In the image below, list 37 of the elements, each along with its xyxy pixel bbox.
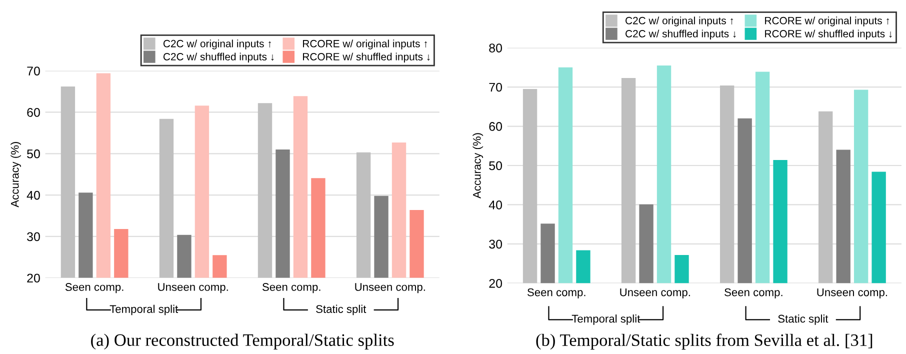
y-axis-title: Accuracy (%) — [10, 142, 21, 208]
text: (b) Temporal/Static splits from Sevilla et al. [31] — [536, 334, 872, 350]
y-tick-label: 70 — [489, 82, 502, 92]
text: Static split — [316, 304, 366, 316]
y-tick-label: 30 — [489, 240, 502, 249]
y-tick-label: 60 — [27, 108, 40, 117]
x-tick-label: Unseen comp. — [355, 283, 425, 294]
y-tick-label: 30 — [27, 232, 40, 242]
legend-label: C2C w/ shuffled inputs ↓ — [626, 30, 736, 40]
y-tick-label: 40 — [488, 200, 502, 210]
text: Temporal split — [110, 304, 178, 316]
y-tick-label: 80 — [489, 44, 502, 52]
y-tick-label: 50 — [27, 149, 40, 158]
legend-label: C2C w/ original inputs ↑ — [626, 16, 734, 26]
legend-label: RCORE w/ original inputs ↑ — [765, 16, 890, 26]
y-axis-title: Accuracy (%) — [472, 133, 484, 198]
x-tick-label: Unseen comp. — [158, 283, 228, 294]
legend-label: RCORE w/ shuffled inputs ↓ — [303, 52, 430, 62]
y-tick-label: 40 — [26, 190, 40, 200]
y-tick-label: 20 — [27, 274, 40, 283]
text: Static split — [778, 314, 828, 325]
y-tick-label: 60 — [489, 122, 502, 131]
x-tick-label: Unseen comp. — [620, 288, 690, 298]
x-tick-label: Seen comp. — [527, 288, 586, 298]
legend-label: C2C w/ shuffled inputs ↓ — [163, 52, 274, 62]
y-tick-label: 70 — [27, 66, 40, 76]
text: (a) Our reconstructed Temporal/Static splits — [91, 334, 394, 350]
legend-label: C2C w/ original inputs ↑ — [163, 40, 271, 50]
legend-label: RCORE w/ original inputs ↑ — [303, 40, 427, 50]
y-tick-label: 20 — [489, 279, 502, 288]
x-tick-label: Seen comp. — [724, 288, 782, 298]
y-tick-label: 50 — [489, 161, 502, 170]
x-tick-label: Seen comp. — [262, 283, 320, 294]
text: Temporal split — [572, 314, 640, 325]
x-tick-label: Unseen comp. — [817, 288, 888, 298]
legend-label: RCORE w/ shuffled inputs ↓ — [765, 30, 892, 40]
x-tick-label: Seen comp. — [65, 283, 124, 294]
